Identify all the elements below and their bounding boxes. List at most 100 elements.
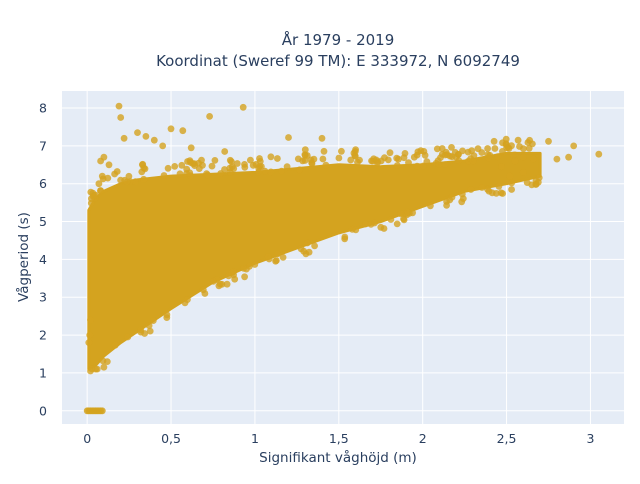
- y-tick-label: 3: [39, 290, 47, 305]
- scatter-point: [459, 195, 467, 203]
- scatter-point: [178, 161, 186, 169]
- scatter-point: [241, 163, 249, 171]
- scatter-point: [338, 147, 345, 155]
- scatter-point: [240, 265, 248, 272]
- outlier-point: [120, 134, 128, 142]
- scatter-point: [274, 250, 282, 258]
- scatter-point: [217, 170, 225, 177]
- scatter-point: [478, 184, 486, 191]
- scatter-point: [97, 187, 104, 195]
- outlier-point: [86, 331, 94, 339]
- outlier-point: [103, 358, 111, 365]
- scatter-point: [362, 220, 369, 228]
- outlier-point: [150, 136, 158, 144]
- scatter-point: [113, 168, 121, 175]
- outlier-point: [87, 367, 94, 375]
- scatter-point: [347, 156, 355, 164]
- outlier-point: [159, 142, 167, 150]
- scatter-point: [145, 322, 153, 329]
- scatter-point: [468, 147, 476, 155]
- scatter-point: [140, 175, 148, 183]
- scatter-point: [124, 333, 132, 341]
- scatter-point: [377, 157, 385, 165]
- scatter-point: [409, 209, 416, 217]
- scatter-point: [160, 172, 168, 179]
- outlier-point: [565, 153, 572, 161]
- x-tick-label: 0: [83, 431, 91, 446]
- outlier-point: [519, 153, 527, 161]
- outlier-point: [142, 133, 150, 140]
- x-tick-label: 1,5: [329, 431, 349, 446]
- scatter-point: [535, 174, 543, 182]
- outlier-point: [486, 151, 494, 159]
- scatter-point: [176, 170, 184, 178]
- scatter-point: [201, 290, 209, 297]
- scatter-point: [348, 225, 356, 233]
- scatter-point: [111, 341, 119, 349]
- scatter-point: [400, 154, 408, 162]
- scatter-point: [400, 216, 408, 224]
- y-tick-label: 7: [39, 138, 47, 153]
- zero-period-point: [98, 407, 106, 415]
- chart-title-line-2: Koordinat (Sweref 99 TM): E 333972, N 60…: [156, 52, 520, 70]
- outlier-point: [98, 172, 106, 180]
- scatter-point: [273, 257, 280, 264]
- scatter-point: [485, 187, 493, 195]
- scatter-point: [137, 326, 145, 334]
- scatter-point: [209, 277, 217, 285]
- outlier-point: [511, 157, 519, 165]
- outlier-point: [503, 144, 510, 152]
- scatter-point: [123, 178, 131, 186]
- scatter-point: [397, 210, 405, 218]
- scatter-point: [384, 156, 392, 164]
- scatter-point: [433, 145, 441, 153]
- scatter-point: [380, 225, 388, 232]
- scatter-point: [230, 268, 237, 275]
- data-points: [83, 102, 603, 415]
- scatter-point: [171, 163, 179, 170]
- scatter-point: [322, 161, 330, 169]
- scatter-point: [264, 253, 272, 261]
- scatter-point: [354, 158, 361, 166]
- scatter-point: [508, 179, 516, 187]
- scatter-point: [372, 156, 380, 164]
- scatter-point: [198, 156, 205, 164]
- scatter-point: [283, 163, 291, 171]
- outlier-point: [519, 169, 527, 176]
- scatter-point: [371, 219, 378, 227]
- x-tick-label: 2,5: [497, 431, 517, 446]
- scatter-point: [467, 186, 475, 193]
- y-axis-title: Vågperiod (s): [15, 212, 32, 302]
- scatter-point: [231, 275, 239, 283]
- scatter-point: [117, 176, 124, 184]
- scatter-point: [448, 144, 455, 151]
- outlier-point: [352, 146, 359, 154]
- scatter-point: [311, 242, 318, 250]
- scatter-point: [520, 145, 527, 153]
- outlier-point: [105, 161, 113, 169]
- outlier-point: [134, 129, 141, 137]
- outlier-point: [87, 316, 94, 324]
- x-axis-title: Signifikant våghöjd (m): [259, 449, 417, 466]
- outlier-point: [410, 153, 418, 161]
- scatter-point: [164, 164, 172, 172]
- scatter-point: [510, 151, 517, 159]
- scatter-point: [386, 149, 394, 157]
- scatter-point: [446, 196, 454, 204]
- y-tick-label: 1: [39, 365, 47, 380]
- scatter-point: [278, 167, 285, 175]
- scatter-point: [320, 147, 328, 155]
- y-tick-label: 0: [39, 403, 47, 418]
- scatter-point: [474, 145, 482, 153]
- scatter-point: [393, 220, 401, 228]
- scatter-point: [251, 261, 259, 268]
- scatter-point: [132, 178, 139, 186]
- outlier-point: [301, 146, 309, 154]
- chart-title-line-1: År 1979 - 2019: [282, 30, 395, 49]
- scatter-point: [335, 154, 343, 162]
- scatter-point: [459, 147, 466, 155]
- outlier-point: [530, 155, 537, 163]
- scatter-point: [296, 166, 303, 174]
- scatter-point: [186, 169, 194, 177]
